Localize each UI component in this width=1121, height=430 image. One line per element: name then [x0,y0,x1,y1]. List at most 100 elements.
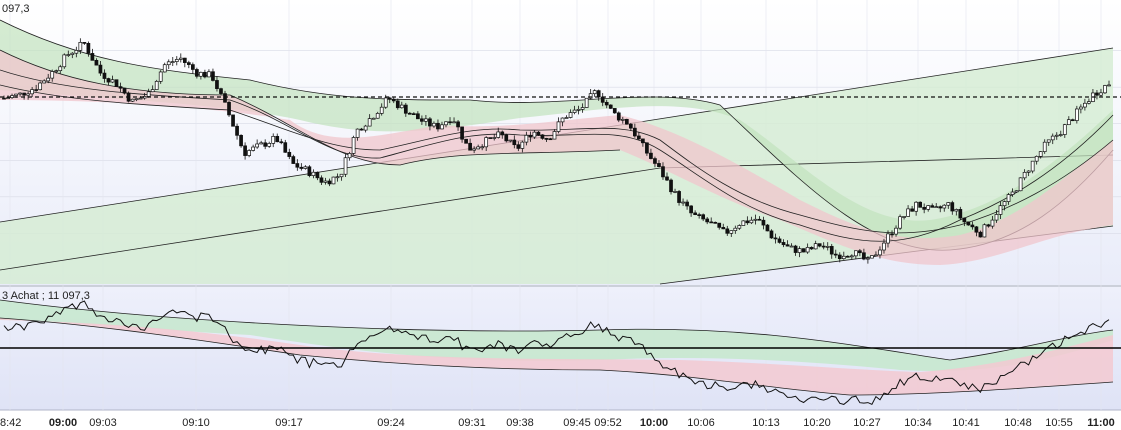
candle-body [311,171,316,176]
x-tick-label: 10:27 [853,417,881,429]
candle-body [600,96,605,103]
candle-body [552,131,557,140]
candle-body [576,109,581,111]
candle-body [713,221,718,224]
candle-body [379,106,384,114]
candle-body [166,61,171,66]
x-tick-label: 11:00 [1087,417,1115,429]
candle-body [693,212,697,215]
candle-body [922,206,927,210]
candle-body [263,142,268,147]
candle-body [391,99,396,102]
x-tick-label: 09:00 [49,417,77,429]
candle-body [363,125,368,131]
x-tick-label: 09:17 [275,417,303,429]
x-tick-label: 09:52 [594,417,622,429]
candle-body [528,134,533,138]
candle-body [255,143,259,148]
candle-body [299,166,304,169]
candle-body [86,43,91,54]
candle-body [203,71,207,78]
candle-body [387,97,392,100]
candle-body [420,118,424,122]
candle-body [1083,102,1087,108]
candle-body [882,242,886,251]
candle-body [866,257,870,260]
candle-body [448,121,452,124]
candle-body [476,146,480,150]
candle-body [1046,139,1051,143]
candle-body [371,117,376,120]
x-tick-label: 09:24 [377,417,405,429]
candle-body [291,156,296,164]
candle-body [1014,190,1019,193]
candle-body [934,206,939,209]
candle-body [170,61,175,63]
candle-body [1103,85,1107,94]
candle-body [339,173,344,178]
candle-body [54,70,59,73]
candle-body [886,233,890,244]
candle-body [612,108,617,114]
candle-body [383,97,388,108]
candle-body [26,93,30,96]
candle-body [805,247,810,253]
candle-body [496,131,501,138]
candle-body [1087,101,1091,104]
candle-body [737,225,742,229]
candle-body [616,112,621,121]
candle-body [874,254,878,257]
candle-body [757,218,762,221]
candle-body [741,220,746,226]
candle-body [556,121,561,132]
candle-body [1075,108,1079,121]
candle-body [677,191,681,203]
candle-body [926,205,931,210]
candle-body [488,137,493,139]
x-tick-label: 10:20 [803,417,831,429]
candle-body [1050,135,1055,141]
candle-body [327,180,332,185]
candle-body [1022,171,1027,179]
candle-body [910,208,914,212]
candle-body [456,121,460,128]
candle-body [199,71,203,77]
candle-body [705,218,710,223]
candle-body [74,50,79,54]
candle-body [247,150,251,156]
oscillator-panel-label: 3 Achat ; 11 097,3 [2,290,90,302]
candle-body [492,137,497,139]
candle-body [701,214,706,220]
candle-body [468,142,472,151]
candle-body [942,204,947,209]
candle-body [267,143,272,147]
candle-body [102,72,107,79]
x-tick-label: 8:42 [0,417,21,429]
candle-body [894,227,898,235]
x-tick-label: 10:00 [640,417,668,429]
candle-body [628,123,633,129]
candle-body [520,141,525,149]
candle-body [837,254,842,260]
candle-body [375,113,380,119]
candle-body [902,216,906,218]
candle-body [906,208,910,217]
candle-body [14,93,18,96]
candle-body [235,125,239,136]
candle-body [745,220,750,224]
candle-body [825,246,830,248]
candle-body [403,104,408,114]
candle-body [50,71,55,79]
candle-body [178,57,183,60]
candle-body [637,135,641,140]
candle-body [753,218,758,221]
candle-body [1026,170,1031,173]
candle-body [186,62,191,65]
candle-body [38,82,43,91]
candle-body [1095,92,1099,96]
candle-body [729,230,734,234]
medium-envelope-band [0,20,1113,251]
candle-body [661,166,665,178]
candle-body [681,201,685,204]
candle-body [259,142,264,145]
